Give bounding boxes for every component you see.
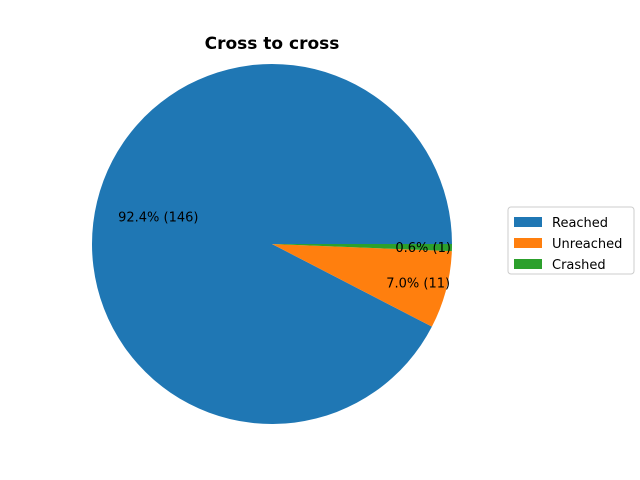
legend-label-reached: Reached xyxy=(552,216,608,231)
pct-label-crashed: 0.6% (1) xyxy=(395,241,451,256)
legend-label-unreached: Unreached xyxy=(552,237,622,252)
legend: Reached Unreached Crashed xyxy=(507,206,635,275)
legend-items: Reached Unreached Crashed xyxy=(514,216,622,273)
legend-swatch-reached xyxy=(514,217,542,227)
pie-slice-reached xyxy=(92,63,453,425)
pie-slice-crashed xyxy=(272,244,452,252)
pct-label-reached: 92.4% (146) xyxy=(118,210,198,225)
legend-swatch-crashed xyxy=(514,259,542,269)
legend-label-crashed: Crashed xyxy=(552,258,606,273)
pie-labels: 92.4% (146) 7.0% (11) 0.6% (1) xyxy=(118,210,451,291)
chart-title: Cross to cross xyxy=(205,34,340,54)
pie-slice-unreached xyxy=(272,244,452,327)
legend-swatch-unreached xyxy=(514,238,542,248)
pct-label-unreached: 7.0% (11) xyxy=(386,277,450,292)
pie-slices xyxy=(92,63,453,425)
